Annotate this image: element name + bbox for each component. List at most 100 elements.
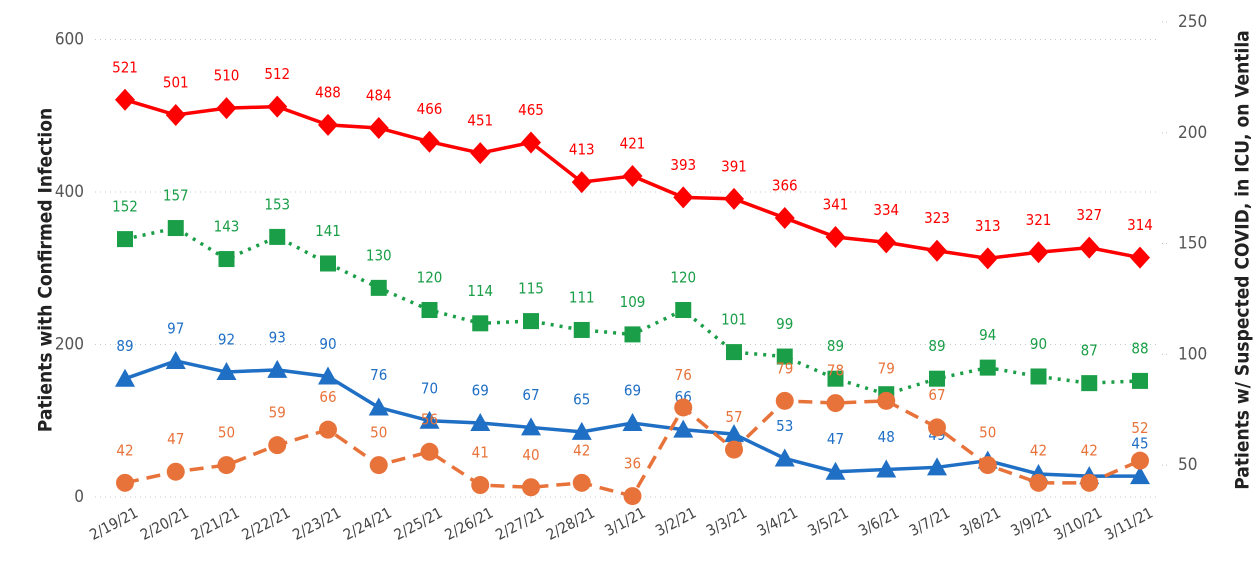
marker bbox=[318, 113, 338, 136]
marker bbox=[115, 88, 135, 111]
data-label: 521 bbox=[112, 58, 138, 76]
data-label: 59 bbox=[269, 404, 286, 422]
marker bbox=[471, 476, 490, 495]
marker bbox=[1080, 473, 1099, 492]
data-label: 45 bbox=[1131, 435, 1148, 453]
data-label: 512 bbox=[264, 65, 290, 83]
data-label: 53 bbox=[776, 417, 793, 435]
data-label: 67 bbox=[522, 386, 539, 404]
marker bbox=[116, 473, 134, 492]
marker bbox=[827, 370, 844, 387]
data-label: 120 bbox=[670, 269, 696, 287]
data-label: 89 bbox=[928, 337, 945, 355]
marker bbox=[571, 171, 592, 194]
data-label: 157 bbox=[163, 187, 189, 205]
data-label: 153 bbox=[264, 195, 290, 213]
marker bbox=[522, 478, 540, 497]
x-tick-label: 2/25/21 bbox=[391, 504, 445, 544]
y-tick-label: 400 bbox=[55, 182, 84, 202]
marker bbox=[318, 366, 338, 385]
marker bbox=[421, 302, 438, 319]
data-label: 501 bbox=[163, 74, 189, 92]
data-label: 101 bbox=[721, 311, 747, 329]
marker bbox=[673, 419, 694, 438]
marker bbox=[978, 456, 997, 475]
marker bbox=[825, 461, 846, 480]
marker bbox=[368, 397, 389, 416]
data-label: 65 bbox=[573, 390, 590, 408]
marker bbox=[774, 206, 795, 229]
data-label: 47 bbox=[167, 430, 184, 448]
data-label: 465 bbox=[518, 101, 544, 119]
data-label: 67 bbox=[928, 386, 945, 404]
data-label: 313 bbox=[975, 217, 1001, 235]
x-tick-label: 3/8/21 bbox=[957, 504, 1004, 540]
marker bbox=[674, 398, 693, 417]
data-label: 466 bbox=[417, 100, 443, 118]
marker bbox=[775, 391, 794, 410]
data-label: 50 bbox=[370, 424, 387, 442]
marker bbox=[776, 348, 793, 365]
marker bbox=[368, 116, 389, 139]
data-label: 50 bbox=[218, 424, 235, 442]
x-tick-label: 3/6/21 bbox=[855, 504, 902, 540]
x-tick-label: 3/7/21 bbox=[906, 504, 953, 540]
x-tick-label: 3/4/21 bbox=[754, 504, 801, 540]
data-label: 42 bbox=[573, 441, 590, 459]
marker bbox=[624, 326, 641, 343]
data-label: 56 bbox=[421, 410, 438, 428]
data-label: 93 bbox=[269, 328, 286, 346]
marker bbox=[1130, 246, 1150, 269]
data-label: 76 bbox=[675, 366, 692, 384]
marker bbox=[370, 279, 387, 296]
marker bbox=[216, 362, 237, 381]
data-label: 323 bbox=[924, 209, 950, 227]
x-tick-label: 3/10/21 bbox=[1051, 504, 1105, 544]
data-label: 50 bbox=[979, 424, 996, 442]
data-label: 42 bbox=[1081, 441, 1098, 459]
marker bbox=[521, 131, 541, 154]
x-tick-label: 2/19/21 bbox=[87, 504, 141, 544]
marker bbox=[166, 462, 185, 481]
marker bbox=[1130, 466, 1150, 485]
data-label: 391 bbox=[721, 157, 747, 175]
x-tick-label: 2/26/21 bbox=[442, 504, 496, 544]
marker bbox=[929, 370, 945, 387]
marker bbox=[165, 350, 186, 369]
x-tick-label: 3/1/21 bbox=[602, 504, 649, 540]
x-tick-label: 2/23/21 bbox=[290, 504, 344, 544]
x-tick-label: 2/24/21 bbox=[340, 504, 394, 544]
marker bbox=[319, 420, 337, 439]
marker bbox=[774, 448, 795, 467]
marker bbox=[117, 231, 133, 248]
data-label: 69 bbox=[472, 382, 489, 400]
data-label: 78 bbox=[827, 362, 844, 380]
data-label: 484 bbox=[366, 86, 392, 104]
marker bbox=[1081, 375, 1098, 392]
marker bbox=[419, 130, 440, 153]
data-label: 89 bbox=[827, 337, 844, 355]
data-label: 89 bbox=[116, 337, 133, 355]
data-label: 366 bbox=[772, 176, 798, 194]
data-label: 314 bbox=[1127, 216, 1153, 234]
x-tick-label: 3/9/21 bbox=[1008, 504, 1055, 540]
data-label: 42 bbox=[1030, 441, 1047, 459]
marker bbox=[167, 220, 184, 237]
marker bbox=[1079, 236, 1100, 259]
marker bbox=[726, 344, 742, 361]
data-label: 111 bbox=[569, 288, 595, 306]
y2-tick-label: 250 bbox=[1178, 12, 1207, 32]
marker bbox=[470, 413, 491, 432]
data-label: 66 bbox=[319, 388, 336, 406]
data-label: 327 bbox=[1076, 206, 1102, 224]
y2-tick-label: 50 bbox=[1178, 455, 1197, 475]
data-label: 421 bbox=[620, 135, 646, 153]
data-label: 152 bbox=[112, 198, 138, 216]
data-label: 451 bbox=[467, 112, 493, 130]
data-label: 114 bbox=[467, 282, 493, 300]
marker bbox=[420, 442, 439, 461]
marker bbox=[572, 473, 591, 492]
x-tick-label: 2/22/21 bbox=[239, 504, 293, 544]
marker bbox=[724, 187, 744, 210]
data-label: 510 bbox=[214, 67, 240, 85]
